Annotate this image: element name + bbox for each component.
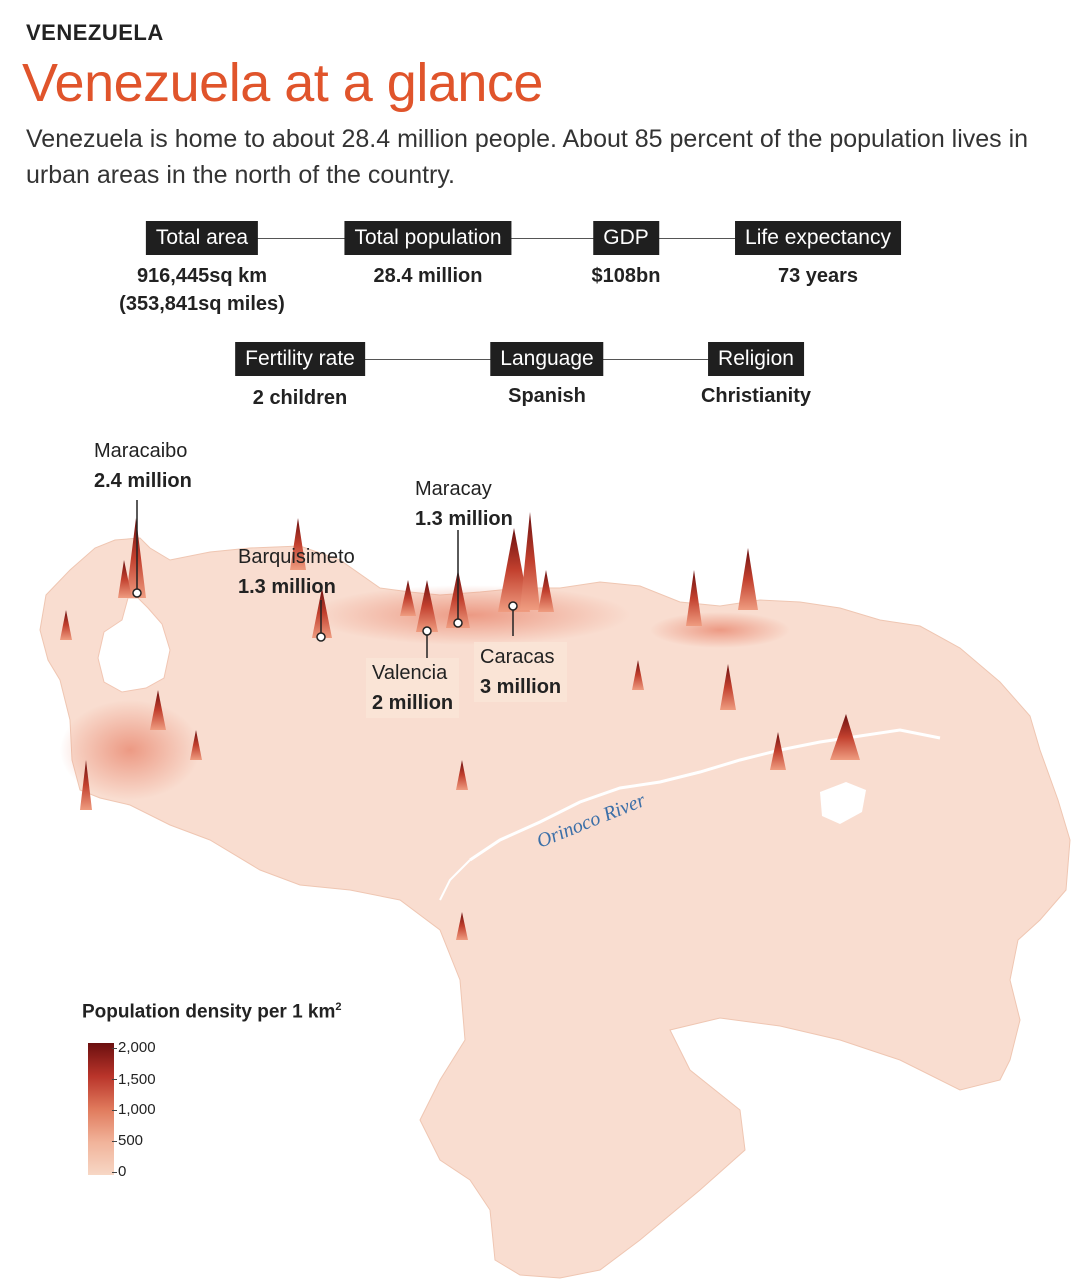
legend-label-0: 0 [118, 1163, 127, 1180]
city-population: 1.3 million [238, 576, 336, 598]
legend-label-2000: 2,000 [118, 1039, 156, 1056]
river-tributary [439, 859, 471, 901]
city-label-valencia: Valencia 2 million [366, 658, 460, 718]
city-markers [132, 500, 518, 658]
stat-label-language: Language [490, 342, 604, 376]
legend-label-500: 500 [118, 1132, 144, 1149]
stat-value-gdp: $108bn [591, 265, 661, 287]
stat-value-fertility-rate: 2 children [252, 387, 348, 409]
stat-value-total-area-miles: (353,841sq miles) [119, 293, 285, 315]
spike-maracaibo-2 [118, 560, 132, 598]
legend-title: Population density per 1 km2 [82, 1001, 342, 1023]
subtitle: Venezuela is home to about 28.4 million … [26, 125, 1029, 189]
city-label-caracas: Caracas 3 million [474, 642, 568, 702]
stat-value-total-population: 28.4 million [373, 265, 483, 287]
stat-value-language: Spanish [508, 385, 586, 407]
legend-label-1000: 1,000 [118, 1101, 156, 1118]
spike-guayana-2 [770, 732, 786, 770]
city-population: 2.4 million [94, 470, 192, 492]
page-title: Venezuela at a glance [22, 53, 543, 113]
lake-maracaibo [97, 597, 171, 693]
stat-label-religion: Religion [708, 342, 804, 376]
legend-color-scale [88, 1043, 114, 1175]
legend-tick [112, 1110, 117, 1111]
urban-glow-east [650, 612, 790, 648]
spike-central-b [400, 580, 416, 616]
city-name: Barquisimeto [238, 546, 355, 568]
barquisimeto-marker [316, 632, 326, 642]
spike-north-a [290, 518, 306, 570]
stat-value-total-area-km: 916,445sq km [136, 265, 268, 287]
city-label-maracay: Maracay 1.3 million [415, 474, 513, 534]
orinoco-river [469, 728, 941, 862]
city-name: Caracas [480, 646, 555, 668]
maracay-marker [453, 618, 463, 628]
stat-label-gdp: GDP [593, 221, 659, 255]
spike-west-d [60, 610, 72, 640]
spike-east-a [686, 570, 702, 626]
stat-value-religion: Christianity [700, 385, 812, 407]
legend-tick [112, 1141, 117, 1142]
stat-value-total-area: 916,445sq km (353,841sq miles) [119, 262, 285, 318]
legend-tick [112, 1048, 117, 1049]
legend-label-1500: 1,500 [118, 1071, 156, 1088]
spike-caracas-3 [538, 570, 554, 612]
spike-south-a [456, 912, 468, 940]
spike-west-c [190, 730, 202, 760]
city-name: Valencia [372, 662, 448, 684]
city-population: 3 million [480, 676, 562, 698]
city-population: 1.3 million [415, 508, 513, 530]
city-label-maracaibo: Maracaibo 2.4 million [94, 436, 192, 496]
legend-title-text: Population density per 1 km [82, 1001, 336, 1023]
city-label-barquisimeto: Barquisimeto 1.3 million [238, 542, 355, 602]
kicker: VENEZUELA [26, 20, 164, 45]
urban-glow-west [60, 700, 200, 800]
city-population: 2 million [372, 692, 454, 714]
stat-label-total-population: Total population [344, 221, 512, 255]
density-spikes [60, 512, 860, 940]
reservoir [820, 782, 866, 824]
maracaibo-marker [132, 588, 142, 598]
stat-label-total-area: Total area [145, 221, 259, 255]
stat-label-fertility-rate: Fertility rate [235, 342, 365, 376]
spike-east-c [720, 664, 736, 710]
spike-guayana [830, 714, 860, 760]
venezuela-density-map: Orinoco River [39, 500, 1071, 1279]
legend-tick [112, 1172, 117, 1173]
legend-tick [112, 1079, 117, 1080]
urban-glow-central [310, 585, 630, 645]
spike-maracaibo [126, 518, 146, 598]
city-name: Maracaibo [94, 440, 188, 462]
spike-valencia [416, 580, 438, 632]
city-name: Maracay [415, 478, 492, 500]
stat-value-life-expectancy: 73 years [777, 265, 859, 287]
spike-east-b [738, 548, 758, 610]
spike-west-a [80, 760, 92, 810]
stat-label-life-expectancy: Life expectancy [735, 221, 901, 255]
legend-title-sup: 2 [335, 1001, 342, 1013]
spike-west-b [150, 690, 166, 730]
caracas-marker [508, 601, 518, 611]
spike-central-d [456, 760, 468, 790]
spike-central-c [632, 660, 644, 690]
spike-barquisimeto [312, 588, 332, 638]
valencia-marker [422, 626, 432, 636]
spike-caracas-2 [520, 512, 540, 610]
